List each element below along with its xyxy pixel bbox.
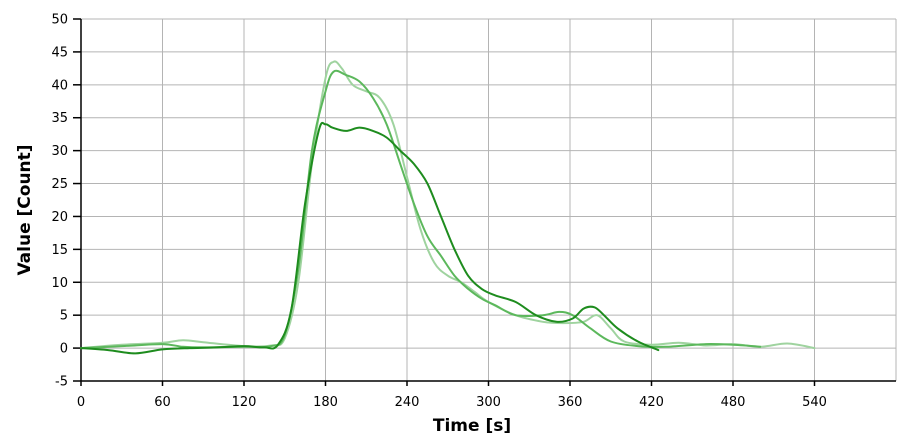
y-tick-label: 30 bbox=[51, 144, 68, 159]
x-tick-label: 480 bbox=[721, 395, 746, 410]
y-tick-label: 50 bbox=[51, 13, 68, 28]
y-tick-label: 20 bbox=[51, 210, 68, 225]
y-tick-label: 35 bbox=[51, 111, 68, 126]
x-tick-label: 180 bbox=[313, 395, 338, 410]
y-tick-label: 5 bbox=[60, 309, 68, 324]
x-tick-label: 540 bbox=[802, 395, 827, 410]
series bbox=[80, 60, 816, 355]
y-tick-label: 15 bbox=[51, 243, 68, 258]
y-axis-title: Value [Count] bbox=[15, 144, 35, 275]
y-tick-label: -5 bbox=[55, 375, 68, 390]
series-line-2 bbox=[80, 69, 762, 350]
x-tick-label: 420 bbox=[639, 395, 664, 410]
y-tick-labels: -5 0 5 10 15 20 25 30 35 40 45 50 bbox=[51, 13, 81, 390]
y-tick-label: 40 bbox=[51, 78, 68, 93]
x-tick-label: 120 bbox=[232, 395, 257, 410]
grid bbox=[80, 18, 897, 382]
x-tick-label: 0 bbox=[77, 395, 85, 410]
x-tick-labels: 0 60 120 180 240 300 360 420 480 540 bbox=[77, 381, 827, 410]
y-tick-label: 45 bbox=[51, 45, 68, 60]
x-tick-label: 300 bbox=[476, 395, 501, 410]
x-tick-label: 240 bbox=[395, 395, 420, 410]
series-line-1 bbox=[80, 60, 816, 350]
x-tick-label: 360 bbox=[558, 395, 583, 410]
x-axis-title: Time [s] bbox=[433, 416, 511, 436]
x-tick-label: 60 bbox=[154, 395, 171, 410]
y-tick-label: 0 bbox=[60, 342, 68, 357]
y-tick-label: 25 bbox=[51, 177, 68, 192]
y-tick-label: 10 bbox=[51, 276, 68, 291]
series-line-3 bbox=[80, 121, 660, 355]
